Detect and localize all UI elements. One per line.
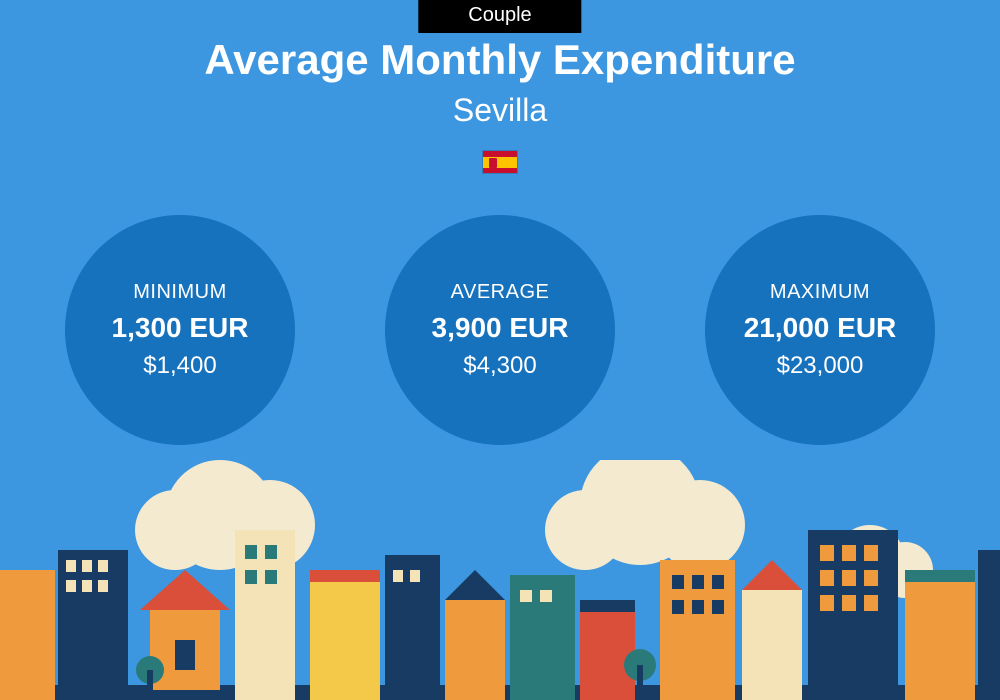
stat-label: MINIMUM	[133, 281, 226, 304]
spain-flag-icon	[482, 150, 518, 174]
stat-secondary: $4,300	[463, 352, 536, 380]
stat-secondary: $1,400	[143, 352, 216, 380]
expenditure-infographic: Couple Average Monthly Expenditure Sevil…	[0, 0, 1000, 700]
household-tag: Couple	[418, 0, 581, 33]
stat-circles: MINIMUM 1,300 EUR $1,400 AVERAGE 3,900 E…	[0, 215, 1000, 445]
stat-average: AVERAGE 3,900 EUR $4,300	[385, 215, 615, 445]
city-skyline-illustration	[0, 460, 1000, 700]
stat-maximum: MAXIMUM 21,000 EUR $23,000	[705, 215, 935, 445]
stat-primary: 1,300 EUR	[112, 312, 249, 344]
stat-primary: 3,900 EUR	[432, 312, 569, 344]
flag-stripe-bot	[483, 168, 517, 174]
stat-minimum: MINIMUM 1,300 EUR $1,400	[65, 215, 295, 445]
city-name: Sevilla	[0, 92, 1000, 129]
stat-label: AVERAGE	[451, 281, 550, 304]
stat-primary: 21,000 EUR	[744, 312, 897, 344]
stat-secondary: $23,000	[777, 352, 864, 380]
flag-coat-of-arms	[489, 158, 497, 168]
stat-label: MAXIMUM	[770, 281, 870, 304]
page-title: Average Monthly Expenditure	[0, 36, 1000, 84]
